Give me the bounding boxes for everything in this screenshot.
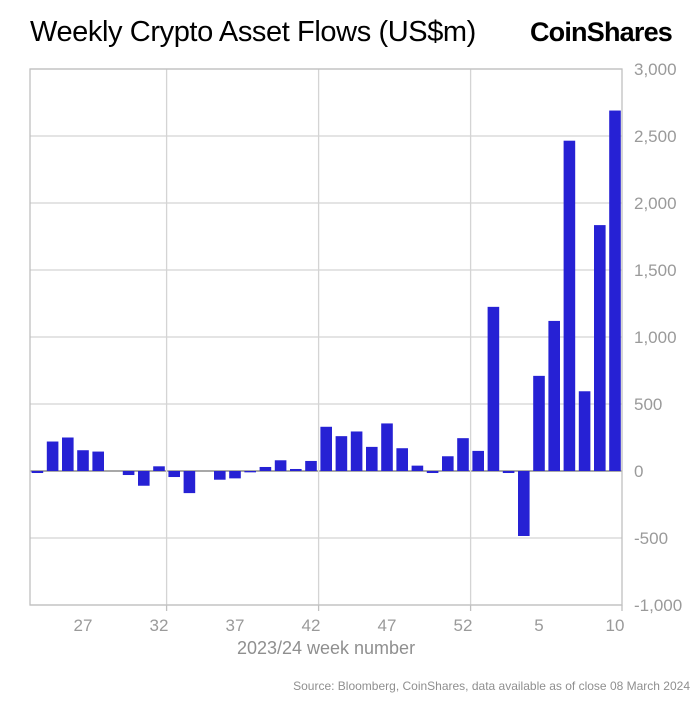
bar-week-7 bbox=[563, 140, 576, 471]
bar-week-9 bbox=[594, 225, 606, 471]
bar-week-41 bbox=[290, 468, 302, 471]
bar-week-45 bbox=[350, 431, 363, 471]
bar-chart-plot: 3,000 2,500 2,000 1,500 1,000 500 0 -500 -1,000 2… bbox=[29, 60, 682, 635]
bar-week-38 bbox=[244, 471, 256, 473]
bar-week-40 bbox=[274, 460, 287, 471]
x-tick-label: 32 bbox=[150, 616, 169, 635]
chart-title: Weekly Crypto Asset Flows (US$m) bbox=[30, 16, 476, 48]
bar-week-36 bbox=[214, 471, 226, 480]
bar-week-31 bbox=[138, 471, 150, 486]
y-tick-label: 1,500 bbox=[634, 261, 677, 280]
bar-week-49 bbox=[411, 465, 424, 471]
x-tick-label: 5 bbox=[534, 616, 543, 635]
y-tick-label: 1,000 bbox=[634, 328, 677, 347]
bar-week-27 bbox=[77, 450, 89, 471]
y-tick-label: 2,500 bbox=[634, 127, 677, 146]
bar-week-10 bbox=[609, 110, 621, 471]
x-tick-label: 10 bbox=[606, 616, 625, 635]
bar-week-37 bbox=[229, 471, 241, 479]
plot-border bbox=[29, 68, 623, 606]
bar-week-47 bbox=[381, 423, 393, 471]
bar-week-6 bbox=[548, 320, 560, 471]
bar-week-28 bbox=[92, 451, 104, 471]
y-tick-label: 3,000 bbox=[634, 60, 677, 79]
bar-week-46 bbox=[366, 446, 378, 471]
x-tick-label: 37 bbox=[226, 616, 245, 635]
bar-week-4 bbox=[518, 471, 530, 536]
x-tick-label: 52 bbox=[454, 616, 473, 635]
x-tick-label: 47 bbox=[378, 616, 397, 635]
source-note: Source: Bloomberg, CoinShares, data avai… bbox=[293, 679, 690, 693]
y-tick-label: 2,000 bbox=[634, 194, 677, 213]
x-axis-title: 2023/24 week number bbox=[236, 638, 416, 658]
bar-week-8 bbox=[578, 391, 591, 471]
x-tick-label: 42 bbox=[302, 616, 321, 635]
bar-week-5 bbox=[533, 375, 545, 471]
bar-week-44 bbox=[335, 436, 348, 471]
bar-week-24 bbox=[31, 471, 44, 474]
bar-week-26 bbox=[62, 437, 74, 471]
bar-week-50 bbox=[426, 471, 439, 474]
bar-week-33 bbox=[168, 471, 180, 478]
coinshares-logo: CoinShares bbox=[529, 17, 673, 47]
y-tick-label: -500 bbox=[634, 529, 668, 548]
bar-week-51 bbox=[442, 456, 454, 471]
bar-week-52 bbox=[457, 438, 469, 471]
bar-week-32 bbox=[153, 466, 165, 471]
bar-week-34 bbox=[183, 471, 196, 494]
bar-week-48 bbox=[396, 448, 408, 471]
x-tick-label: 27 bbox=[74, 616, 93, 635]
bar-week-42 bbox=[305, 460, 317, 471]
y-tick-label: -1,000 bbox=[634, 596, 682, 615]
bar-week-39 bbox=[259, 466, 272, 471]
y-tick-label: 0 bbox=[634, 462, 643, 481]
bar-week-2 bbox=[487, 306, 500, 471]
bar-week-25 bbox=[46, 441, 59, 471]
bar-week-43 bbox=[320, 426, 332, 471]
bar-week-3 bbox=[502, 471, 515, 474]
bar-week-1 bbox=[472, 450, 484, 471]
bar-week-30 bbox=[122, 471, 135, 476]
y-tick-label: 500 bbox=[634, 395, 662, 414]
